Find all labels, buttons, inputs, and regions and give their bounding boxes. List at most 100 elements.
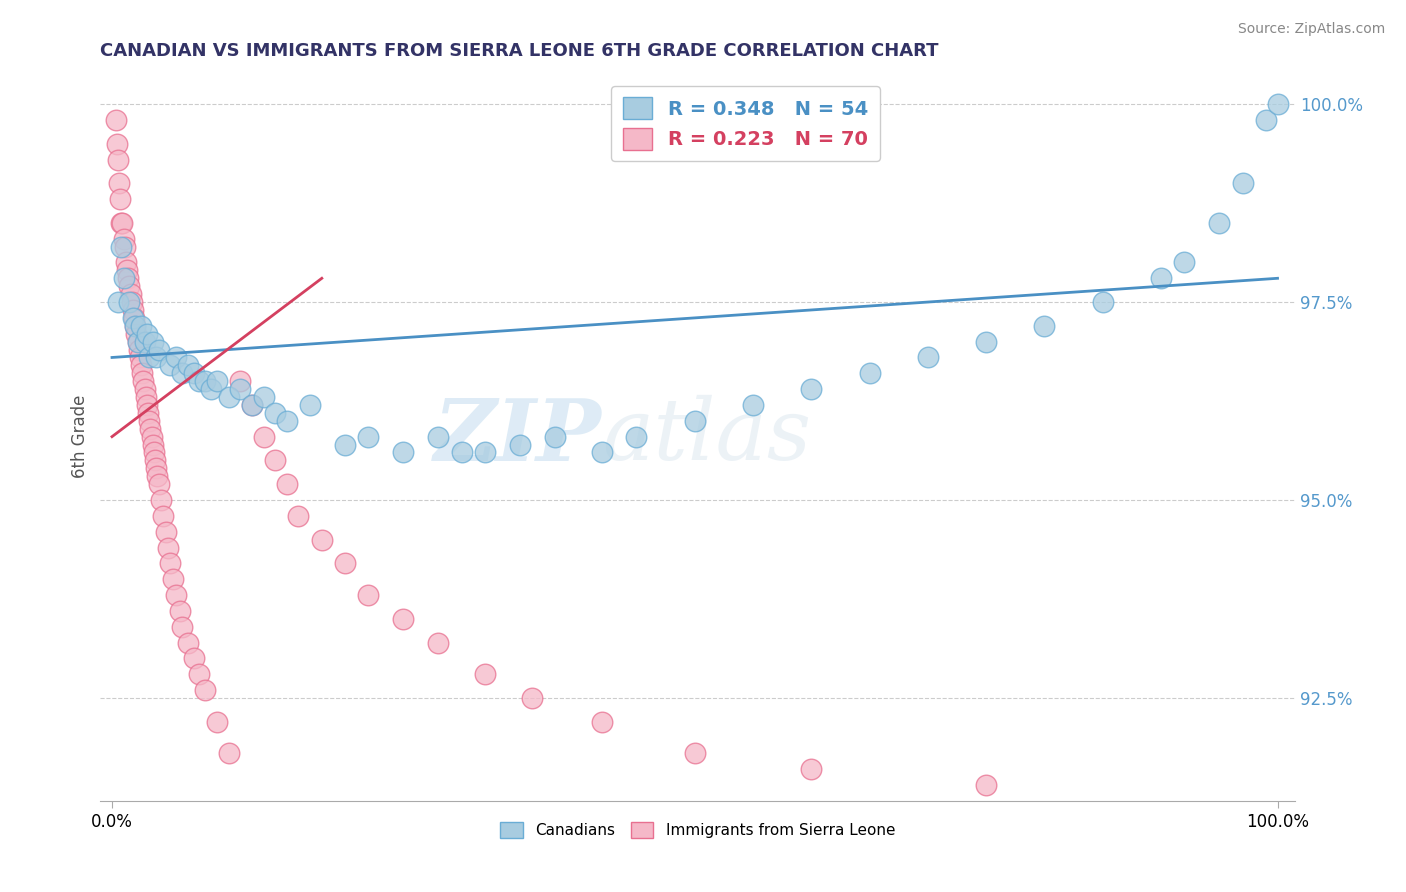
Point xyxy=(117,271,139,285)
Point xyxy=(122,310,145,325)
Point xyxy=(107,153,129,167)
Point xyxy=(104,112,127,127)
Point xyxy=(800,762,823,776)
Point xyxy=(200,382,222,396)
Point xyxy=(287,508,309,523)
Point xyxy=(917,351,939,365)
Point xyxy=(544,430,567,444)
Point xyxy=(110,216,132,230)
Point xyxy=(127,334,149,349)
Point xyxy=(194,683,217,698)
Point xyxy=(136,406,159,420)
Point xyxy=(156,541,179,555)
Point xyxy=(122,310,145,325)
Text: ZIP: ZIP xyxy=(434,395,602,478)
Point xyxy=(1208,216,1230,230)
Point xyxy=(162,572,184,586)
Point xyxy=(125,326,148,341)
Point xyxy=(1091,295,1114,310)
Point xyxy=(229,374,252,388)
Point xyxy=(148,343,170,357)
Point xyxy=(105,136,128,151)
Point xyxy=(427,430,450,444)
Point xyxy=(974,334,997,349)
Point xyxy=(138,351,160,365)
Point xyxy=(205,374,228,388)
Point xyxy=(169,604,191,618)
Point xyxy=(122,302,145,317)
Point xyxy=(252,390,274,404)
Point xyxy=(1150,271,1173,285)
Point xyxy=(177,359,200,373)
Y-axis label: 6th Grade: 6th Grade xyxy=(72,395,89,478)
Point xyxy=(333,437,356,451)
Point xyxy=(858,367,880,381)
Point xyxy=(299,398,322,412)
Point xyxy=(129,359,152,373)
Point xyxy=(120,287,142,301)
Point xyxy=(218,747,240,761)
Text: atlas: atlas xyxy=(602,395,811,478)
Point xyxy=(134,334,156,349)
Point xyxy=(142,334,165,349)
Point xyxy=(974,778,997,792)
Point xyxy=(115,255,138,269)
Point xyxy=(136,398,159,412)
Point xyxy=(205,714,228,729)
Point xyxy=(474,667,496,681)
Point xyxy=(1033,318,1056,333)
Point xyxy=(110,239,132,253)
Point xyxy=(149,493,172,508)
Point xyxy=(128,343,150,357)
Point xyxy=(159,359,181,373)
Point xyxy=(115,263,138,277)
Point xyxy=(742,398,765,412)
Point xyxy=(141,430,163,444)
Point xyxy=(392,445,415,459)
Point xyxy=(170,620,193,634)
Point xyxy=(145,351,167,365)
Point xyxy=(138,414,160,428)
Point xyxy=(229,382,252,396)
Point xyxy=(276,414,298,428)
Point xyxy=(134,382,156,396)
Point xyxy=(112,232,135,246)
Point xyxy=(108,192,131,206)
Point xyxy=(118,295,141,310)
Point xyxy=(114,239,136,253)
Point xyxy=(145,461,167,475)
Point xyxy=(124,318,146,333)
Point xyxy=(159,557,181,571)
Point xyxy=(146,469,169,483)
Point xyxy=(165,351,187,365)
Point xyxy=(177,635,200,649)
Point xyxy=(240,398,263,412)
Point xyxy=(683,747,706,761)
Point xyxy=(264,406,287,420)
Point xyxy=(127,334,149,349)
Point xyxy=(392,612,415,626)
Point xyxy=(143,445,166,459)
Point xyxy=(264,453,287,467)
Point xyxy=(136,326,159,341)
Point xyxy=(107,295,129,310)
Point xyxy=(357,430,380,444)
Point xyxy=(520,690,543,705)
Point xyxy=(124,318,146,333)
Point xyxy=(155,524,177,539)
Point xyxy=(218,390,240,404)
Point xyxy=(800,382,823,396)
Point xyxy=(1173,255,1195,269)
Legend: Canadians, Immigrants from Sierra Leone: Canadians, Immigrants from Sierra Leone xyxy=(494,816,901,844)
Point xyxy=(170,367,193,381)
Point xyxy=(148,477,170,491)
Point xyxy=(311,533,333,547)
Point xyxy=(183,367,205,381)
Point xyxy=(626,430,648,444)
Point xyxy=(188,374,211,388)
Point xyxy=(188,667,211,681)
Point xyxy=(118,279,141,293)
Point xyxy=(129,351,152,365)
Point xyxy=(357,588,380,602)
Point xyxy=(112,271,135,285)
